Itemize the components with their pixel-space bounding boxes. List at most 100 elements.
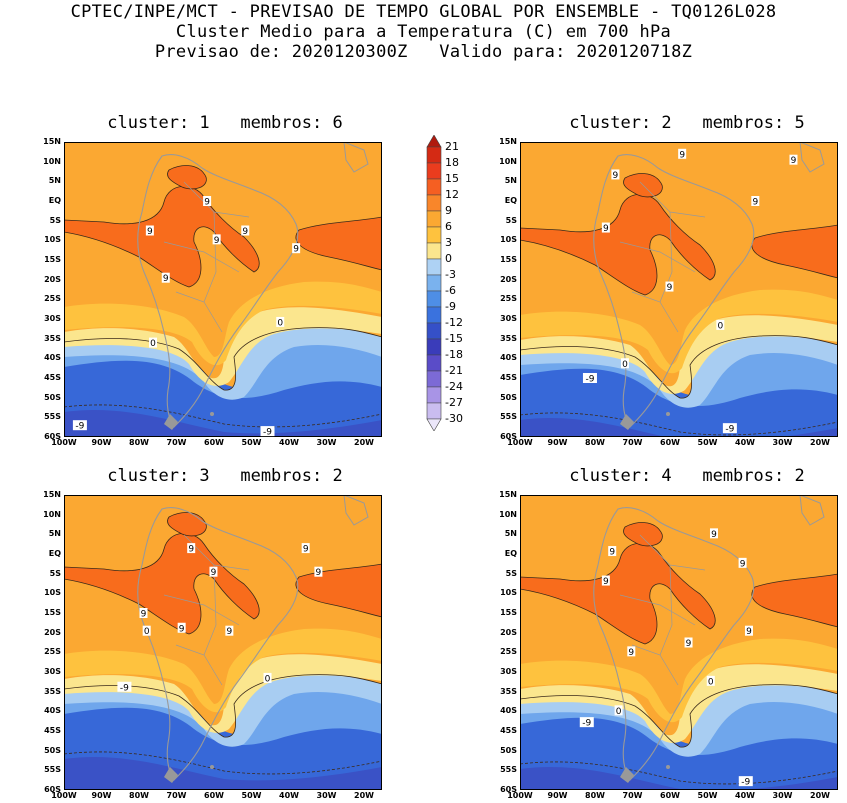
lat-tick-label: 50S xyxy=(500,745,517,755)
contour-label-box xyxy=(314,566,323,577)
lon-tick-label: 60W xyxy=(660,791,680,800)
lon-tick-label: 90W xyxy=(547,791,568,800)
contour-label-box xyxy=(751,196,760,206)
lat-tick-label: 45S xyxy=(500,373,517,382)
lon-tick-label: 30W xyxy=(772,791,793,800)
africa-outline xyxy=(799,142,825,173)
lon-tick-label: 40W xyxy=(735,438,755,447)
contour-label-box xyxy=(225,625,234,636)
contour-label: 0 xyxy=(277,318,283,328)
contour-label: 9 xyxy=(609,548,615,558)
temp-band-minus12 xyxy=(64,757,382,790)
lat-tick-label: 35S xyxy=(500,333,517,343)
lat-tick-label: 15N xyxy=(43,490,61,499)
lon-tick-label: 70W xyxy=(622,438,643,447)
contour-label-box xyxy=(582,373,597,383)
colorbar-swatch xyxy=(426,274,442,292)
lat-tick-label: 5S xyxy=(505,568,517,578)
lat-tick-label: 20S xyxy=(500,274,517,284)
lat-tick-label: 60S xyxy=(500,785,517,794)
colorbar-scale xyxy=(426,135,442,431)
south-america-outline xyxy=(137,507,299,781)
contour-label-box xyxy=(706,675,715,686)
lat-tick-label: 15S xyxy=(44,255,61,264)
lon-tick-label: 80W xyxy=(129,438,149,447)
colorbar-label: -24 xyxy=(445,380,463,393)
colorbar-label: 12 xyxy=(445,188,459,201)
lat-tick-label: 5S xyxy=(505,215,517,225)
lon-tick-label: 20W xyxy=(354,438,374,447)
contour-label-box xyxy=(203,196,212,206)
lat-tick-label: 15S xyxy=(500,608,517,617)
contour-label: 9 xyxy=(791,156,797,166)
lat-tick-label: 5N xyxy=(504,176,517,186)
lon-tick-label: 90W xyxy=(91,438,112,447)
contour-label: 9 xyxy=(293,245,299,255)
header-line-3: Previsao de: 2020120300Z Valido para: 20… xyxy=(154,42,693,62)
lat-tick-label: 40S xyxy=(500,706,517,716)
contour-label-box xyxy=(145,225,154,236)
country-border-b xyxy=(619,594,696,626)
temp-region-9-north xyxy=(167,165,207,190)
contour-label-box xyxy=(117,681,132,692)
contour-0 xyxy=(520,335,838,399)
colorbar-label: -18 xyxy=(445,348,463,361)
lat-tick-label: 5N xyxy=(48,529,61,539)
colorbar-swatch xyxy=(426,370,442,388)
lon-tick-label: 30W xyxy=(316,438,337,447)
contour-minus9 xyxy=(520,761,838,785)
temp-region-9-east xyxy=(751,224,838,279)
temp-band-minus12 xyxy=(520,418,838,437)
colorbar-swatch xyxy=(426,226,442,244)
lon-tick-label: 100W xyxy=(51,791,77,800)
contour-label: 9 xyxy=(752,198,758,208)
map-frame xyxy=(520,142,838,437)
temperature-map: 9 9 9 9 9 9 0 0 -9 -9 xyxy=(520,142,838,437)
lat-tick-label: 55S xyxy=(44,765,61,775)
contour-label-box xyxy=(744,625,753,636)
lat-tick-label: 5S xyxy=(49,568,61,578)
contour-0 xyxy=(520,684,838,748)
lat-tick-label: 40S xyxy=(44,353,61,363)
contour-label-box xyxy=(209,566,218,577)
temperature-map: 9 9 9 9 9 9 9 0 0 -9 -9 xyxy=(520,495,838,790)
contour-label: -9 xyxy=(582,719,591,729)
contour-label: -9 xyxy=(725,425,734,435)
contour-label-box xyxy=(716,319,725,330)
temp-band-6 xyxy=(520,289,838,374)
lat-tick-label: 50S xyxy=(500,392,517,402)
contour-label: 9 xyxy=(679,150,685,160)
contour-label-box xyxy=(611,169,620,180)
temp-region-9-north xyxy=(623,522,663,547)
lat-tick-label: 15S xyxy=(500,255,517,264)
header-line-2: Cluster Medio para a Temperatura (C) em … xyxy=(175,22,672,42)
tierra-del-fuego xyxy=(620,767,634,783)
contour-label: 9 xyxy=(179,624,185,634)
colorbar-label: -30 xyxy=(445,412,463,425)
contour-label-box xyxy=(738,557,747,568)
contour-label-box xyxy=(614,705,623,716)
colorbar-label: -27 xyxy=(445,396,463,409)
lat-tick-label: 40S xyxy=(500,353,517,363)
map-frame xyxy=(520,495,838,790)
contour-label: 9 xyxy=(628,648,634,658)
temp-band-minus9 xyxy=(520,356,838,437)
contour-0 xyxy=(64,674,382,738)
colorbar-swatch xyxy=(426,178,442,196)
colorbar-label: -21 xyxy=(445,364,463,377)
lat-tick-label: 50S xyxy=(44,392,61,402)
falkland-islands xyxy=(666,765,670,769)
temp-band-3 xyxy=(64,307,382,386)
contour-label: 9 xyxy=(686,639,692,649)
lat-tick-label: 60S xyxy=(44,785,61,794)
contour-label-box xyxy=(678,148,687,159)
lon-tick-label: 70W xyxy=(166,791,187,800)
contour-label-box xyxy=(161,272,170,283)
south-america-outline xyxy=(137,154,299,428)
temp-band-3 xyxy=(520,315,838,394)
contour-minus9 xyxy=(520,412,838,436)
lon-tick-label: 60W xyxy=(204,791,224,800)
south-america-outline xyxy=(593,154,755,428)
contour-label: 9 xyxy=(188,545,194,555)
lon-tick-label: 20W xyxy=(810,791,830,800)
